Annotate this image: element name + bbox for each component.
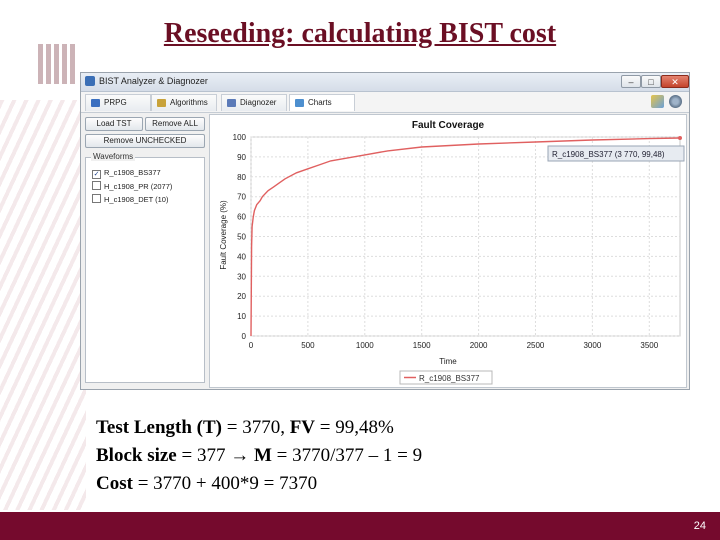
y-tick-label: 10 xyxy=(237,312,246,321)
waveform-label: R_c1908_BS377 xyxy=(104,168,161,177)
slide-body: Test Length (T) = 3770, FV = 99,48% Bloc… xyxy=(96,414,422,498)
line-cost: Cost = 3770 + 400*9 = 7370 xyxy=(96,470,422,498)
window-title: BIST Analyzer & Diagnozer xyxy=(99,76,208,86)
tooltip-box xyxy=(547,145,685,162)
line-test-length: Test Length (T) = 3770, FV = 99,48% xyxy=(96,414,422,442)
remove-unchecked-button[interactable]: Remove UNCHECKED xyxy=(85,134,205,148)
value: = 3770/377 – 1 = 9 xyxy=(271,445,423,466)
window-titlebar: BIST Analyzer & Diagnozer – □ ✕ xyxy=(81,73,689,92)
legend: R_c1908_BS377 xyxy=(399,370,493,385)
chart-panel: Fault Coverage 0 10 20 30 40 50 60 70 80 90 100 0 5… xyxy=(209,114,687,388)
legend-box xyxy=(399,370,493,385)
waveform-item[interactable]: H_c1908_PR (2077) xyxy=(92,181,172,191)
page-number: 24 xyxy=(693,520,706,532)
decorative-pattern xyxy=(0,40,86,510)
tab-prpg[interactable]: PRPG xyxy=(85,94,151,111)
y-tick-label: 40 xyxy=(237,252,246,261)
tooltip-text: R_c1908_BS377 (3 770, 99,48) xyxy=(552,150,665,159)
x-tick-label: 2000 xyxy=(470,341,488,350)
y-tick-label: 20 xyxy=(237,292,246,301)
tab-bar: PRPG Algorithms Diagnozer Charts xyxy=(81,92,689,113)
y-tick-label: 100 xyxy=(233,133,247,142)
value: = 99,48% xyxy=(315,417,394,438)
slide-title: Reseeding: calculating BIST cost xyxy=(163,18,557,49)
data-point[interactable] xyxy=(678,136,682,141)
term: Block size xyxy=(96,445,177,466)
value: = 3770 + 400*9 = 7370 xyxy=(132,473,318,494)
app-icon xyxy=(85,76,95,86)
term: M xyxy=(249,445,272,466)
charts-icon xyxy=(295,99,304,107)
tab-diagnozer[interactable]: Diagnozer xyxy=(221,94,287,111)
diagnozer-icon xyxy=(227,99,236,107)
algorithms-icon xyxy=(157,99,166,107)
x-axis-ticks: 0 500 1000 1500 2000 2500 3000 3500 xyxy=(249,341,659,350)
export-icon[interactable] xyxy=(651,95,664,108)
x-tick-label: 500 xyxy=(301,341,315,350)
x-tick-label: 2500 xyxy=(527,341,545,350)
gear-icon[interactable] xyxy=(669,95,682,108)
waveform-item[interactable]: ✓ R_c1908_BS377 xyxy=(92,168,161,179)
y-tick-label: 70 xyxy=(237,193,246,202)
waveforms-label: Waveforms xyxy=(91,152,136,161)
y-tick-label: 60 xyxy=(237,213,246,222)
close-button[interactable]: ✕ xyxy=(661,75,689,88)
fault-coverage-chart: Fault Coverage 0 10 20 30 40 50 60 70 80 90 100 0 5… xyxy=(219,120,685,385)
y-tick-label: 80 xyxy=(237,173,246,182)
term: Test Length (T) xyxy=(96,417,222,438)
app-window: BIST Analyzer & Diagnozer – □ ✕ PRPG Alg… xyxy=(80,72,690,390)
x-tick-label: 1000 xyxy=(356,341,374,350)
waveform-label: H_c1908_DET (10) xyxy=(104,195,169,204)
x-tick-label: 3500 xyxy=(640,341,658,350)
tab-label: PRPG xyxy=(104,98,127,107)
maximize-button[interactable]: □ xyxy=(641,75,661,88)
chart-title: Fault Coverage xyxy=(412,120,485,131)
minimize-button[interactable]: – xyxy=(621,75,641,88)
y-tick-label: 0 xyxy=(242,332,247,341)
checkbox[interactable] xyxy=(92,194,101,203)
term: Cost xyxy=(96,473,133,494)
x-tick-label: 0 xyxy=(249,341,254,350)
value: = 3770, xyxy=(221,417,290,438)
x-axis-label: Time xyxy=(439,357,457,366)
y-axis-label: Fault Coverage (%) xyxy=(219,200,228,270)
line-block-size: Block size = 377 → M = 3770/377 – 1 = 9 xyxy=(96,442,422,470)
waveform-label: H_c1908_PR (2077) xyxy=(104,182,173,191)
left-panel: Load TST Remove ALL Remove UNCHECKED Wav… xyxy=(83,115,206,385)
arrow-icon: → xyxy=(230,445,250,466)
tab-label: Charts xyxy=(308,98,332,107)
waveform-item[interactable]: H_c1908_DET (10) xyxy=(92,194,168,204)
waveforms-group: Waveforms ✓ R_c1908_BS377 H_c1908_PR (207… xyxy=(85,152,205,383)
remove-all-button[interactable]: Remove ALL xyxy=(145,117,205,131)
decorative-stripes xyxy=(0,100,86,510)
series-line xyxy=(250,137,681,337)
y-tick-label: 30 xyxy=(237,272,246,281)
term: FV xyxy=(289,417,316,438)
checkbox[interactable] xyxy=(92,181,101,190)
x-tick-label: 1500 xyxy=(413,341,431,350)
y-tick-label: 90 xyxy=(237,153,246,162)
tab-label: Diagnozer xyxy=(240,98,277,107)
x-tick-label: 3000 xyxy=(583,341,601,350)
tab-label: Algorithms xyxy=(170,98,208,107)
load-tst-button[interactable]: Load TST xyxy=(85,117,143,131)
checkbox-checked[interactable]: ✓ xyxy=(92,170,101,179)
y-tick-label: 50 xyxy=(237,233,246,242)
prpg-icon xyxy=(91,99,100,107)
footer-bar: 24 xyxy=(0,512,720,540)
tab-algorithms[interactable]: Algorithms xyxy=(151,94,217,111)
legend-entry: R_c1908_BS377 xyxy=(419,374,480,383)
value: = 377 xyxy=(176,445,231,466)
tab-charts[interactable]: Charts xyxy=(289,94,355,111)
decorative-barcode xyxy=(38,44,78,84)
y-axis-ticks: 0 10 20 30 40 50 60 70 80 90 100 xyxy=(233,133,247,341)
tooltip: R_c1908_BS377 (3 770, 99,48) xyxy=(547,145,685,162)
